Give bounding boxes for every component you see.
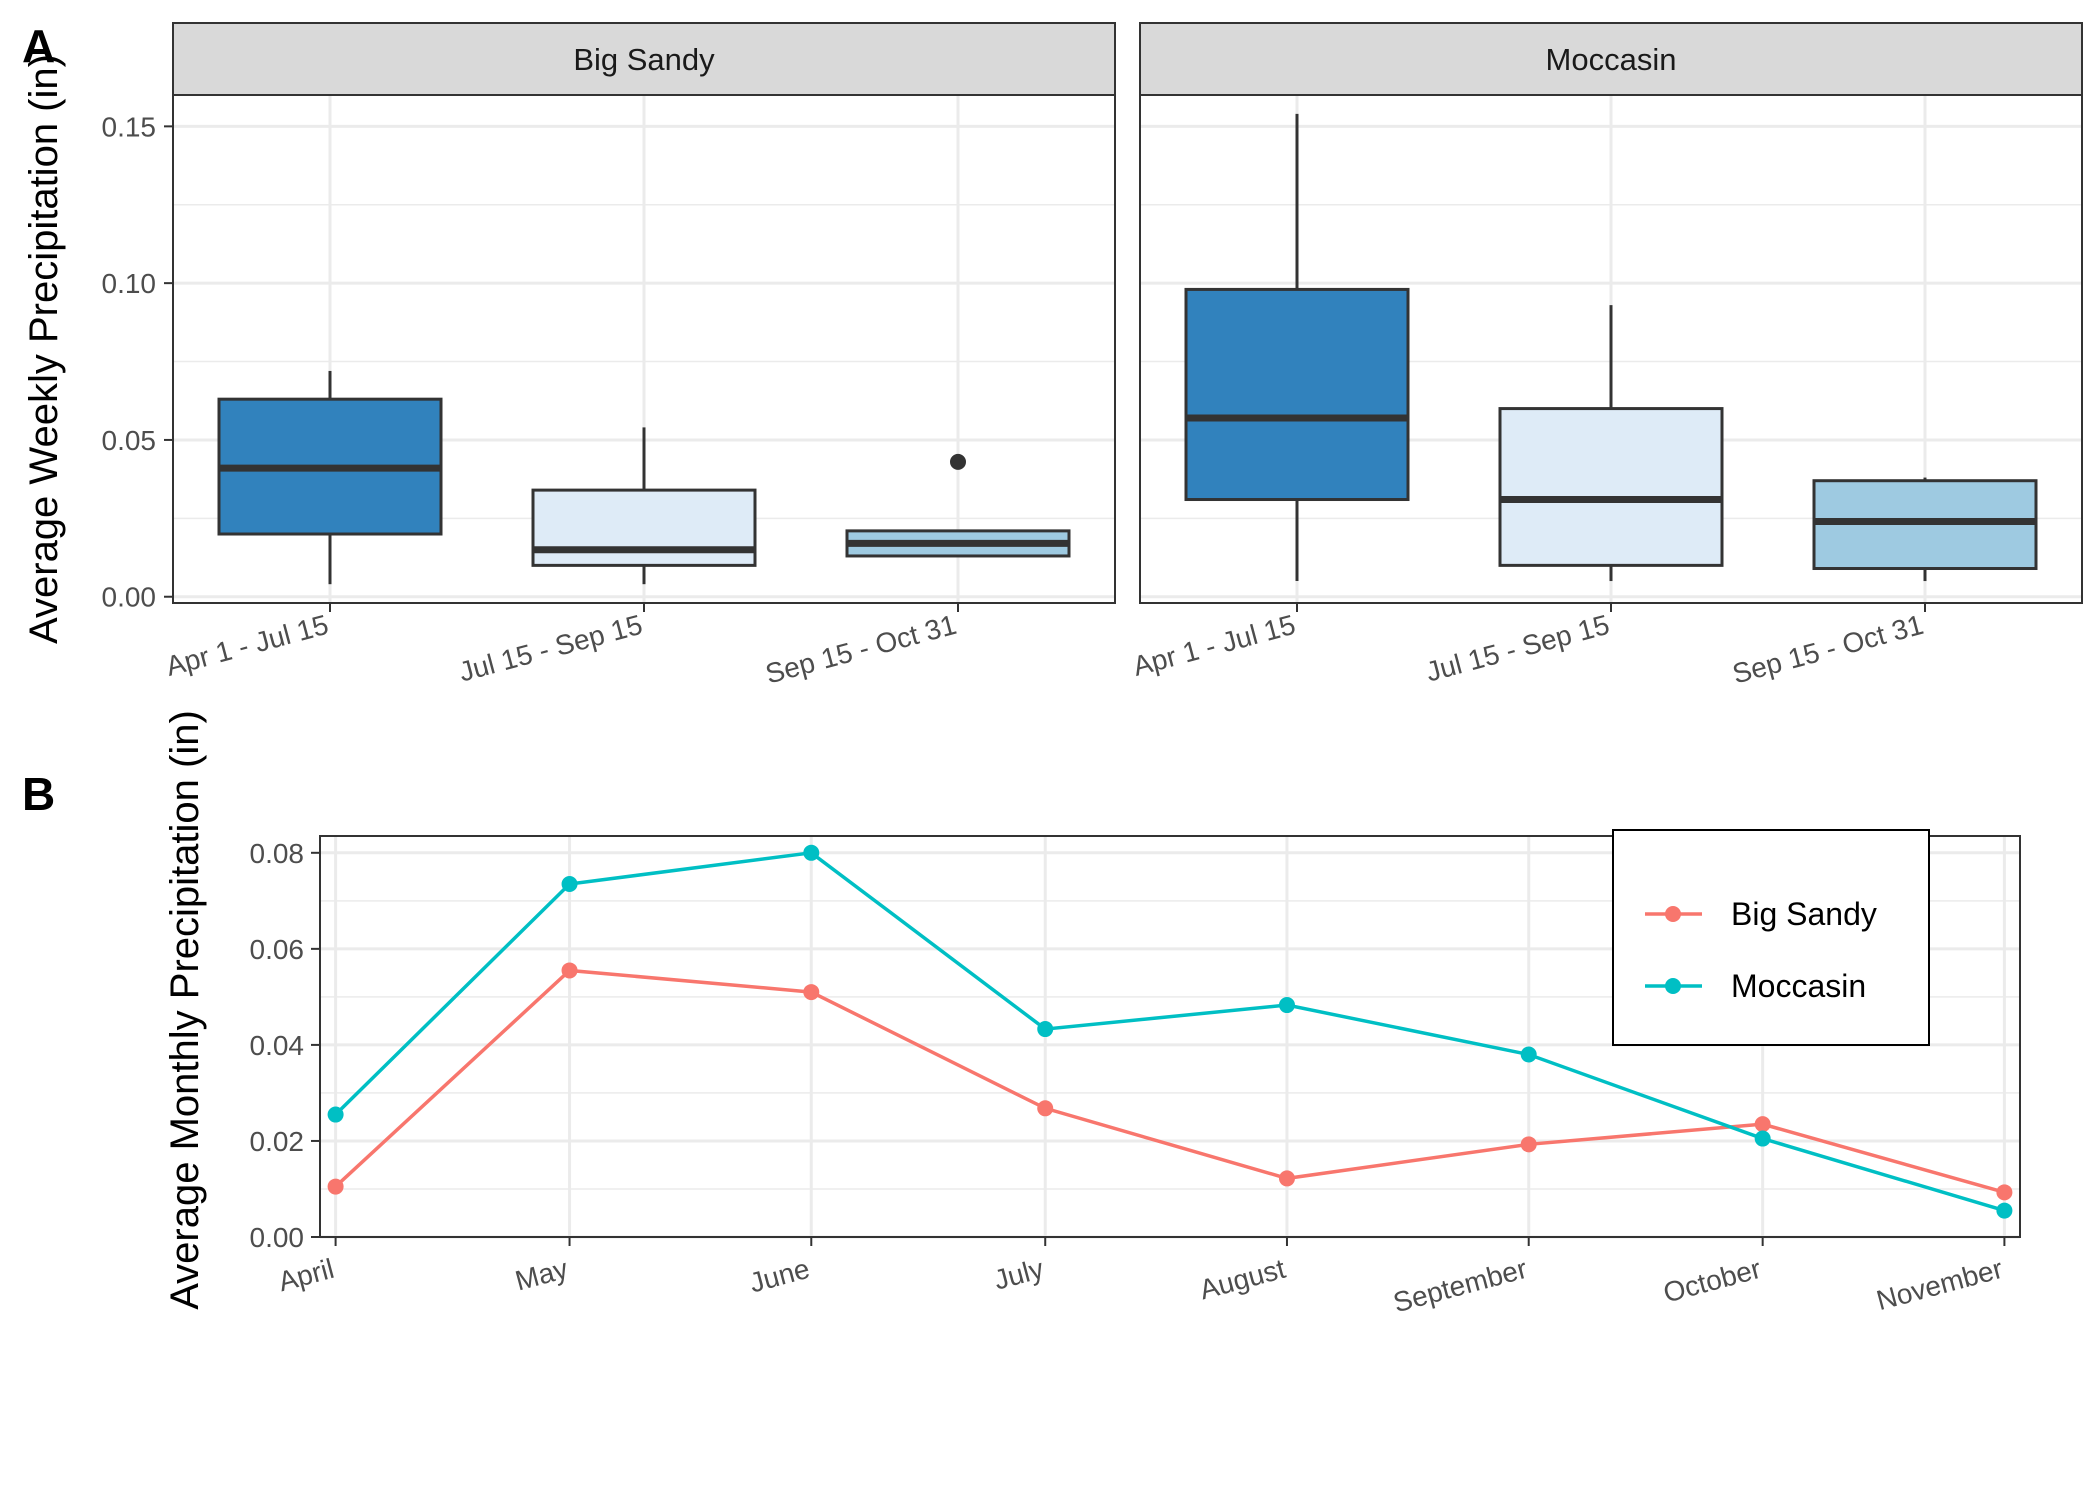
data-point: [803, 844, 820, 861]
series-moccasin: [327, 844, 2013, 1219]
y-tick-label: 0.04: [250, 1030, 305, 1061]
panel-a-tag: A: [22, 20, 55, 72]
x-tick-label: September: [1390, 1253, 1530, 1318]
x-tick-label: Apr 1 - Jul 15: [1130, 609, 1299, 682]
facet-0: Big Sandy Apr 1 - Jul 15 Jul 15 - Sep 15 Se…: [163, 22, 1116, 690]
legend-key-point: [1665, 906, 1681, 922]
x-tick-label: Apr 1 - Jul 15: [163, 609, 332, 682]
box-1: [1498, 305, 1724, 582]
box-2: [1812, 477, 2038, 582]
line-panel-border: [319, 835, 2021, 1238]
y-tick-label: 0.08: [250, 838, 305, 869]
facet-strip: [1139, 22, 2083, 96]
data-point: [561, 876, 578, 893]
legend-key-point: [1665, 978, 1681, 994]
x-tick-label: July: [991, 1253, 1047, 1296]
y-tick-label: 0.00: [102, 582, 157, 613]
data-point: [327, 1106, 344, 1123]
box-iqr: [531, 488, 757, 567]
x-tick-label: Jul 15 - Sep 15: [456, 609, 646, 688]
box-0: [217, 370, 443, 585]
data-point: [1278, 997, 1295, 1014]
data-point: [1520, 1046, 1537, 1063]
y-tick-label: 0.06: [250, 934, 305, 965]
data-point: [803, 984, 820, 1001]
data-point: [1037, 1021, 1054, 1038]
data-point: [1996, 1202, 2013, 1219]
data-point: [1754, 1116, 1771, 1133]
data-point: [1754, 1130, 1771, 1147]
legend-label: Big Sandy: [1731, 896, 1877, 932]
box-2: [845, 453, 1071, 558]
x-tick-label: October: [1660, 1253, 1764, 1309]
data-point: [1278, 1170, 1295, 1187]
box-iqr: [1184, 287, 1410, 502]
data-point: [1037, 1100, 1054, 1117]
y-tick-label: 0.02: [250, 1126, 305, 1157]
x-tick-label: June: [746, 1253, 813, 1299]
x-tick-label: Sep 15 - Oct 31: [762, 609, 959, 690]
y-tick-label: 0.15: [102, 111, 157, 142]
legend-box: [1612, 829, 1930, 1046]
facet-1: Moccasin Apr 1 - Jul 15 Jul 15 - Sep 15 Sep…: [1130, 22, 2083, 690]
panel-a-y-title: Average Weekly Precipitation (in): [22, 54, 66, 644]
box-1: [531, 427, 757, 585]
series-big-sandy: [327, 962, 2013, 1201]
x-tick-label: Jul 15 - Sep 15: [1423, 609, 1613, 688]
data-point: [327, 1178, 344, 1195]
panel-b-line-chart: B Average Monthly Precipitation (in) 0.00 0…: [22, 710, 2021, 1318]
x-tick-label: Sep 15 - Oct 31: [1729, 609, 1926, 690]
y-tick-label: 0.00: [250, 1222, 305, 1253]
data-point: [561, 962, 578, 979]
facet-strip-label: Big Sandy: [573, 42, 715, 77]
data-point: [1996, 1184, 2013, 1201]
x-tick-label: November: [1873, 1253, 2006, 1316]
x-tick-label: August: [1196, 1253, 1288, 1306]
x-tick-label: May: [512, 1253, 571, 1297]
legend-label: Moccasin: [1731, 968, 1866, 1004]
panel-b-tag: B: [22, 768, 55, 820]
data-point: [1520, 1136, 1537, 1153]
y-tick-label: 0.10: [102, 268, 157, 299]
y-tick-label: 0.05: [102, 425, 157, 456]
series-line: [334, 968, 2005, 1195]
facet-strip-label: Moccasin: [1546, 42, 1677, 77]
legend: Big Sandy Moccasin: [1612, 829, 1930, 1046]
outlier-point: [950, 453, 966, 470]
box-0: [1184, 113, 1410, 582]
x-tick-label: April: [275, 1253, 337, 1297]
box-iqr: [1498, 407, 1724, 567]
series-line: [334, 850, 2005, 1213]
panel-b-y-title: Average Monthly Precipitation (in): [163, 710, 207, 1310]
